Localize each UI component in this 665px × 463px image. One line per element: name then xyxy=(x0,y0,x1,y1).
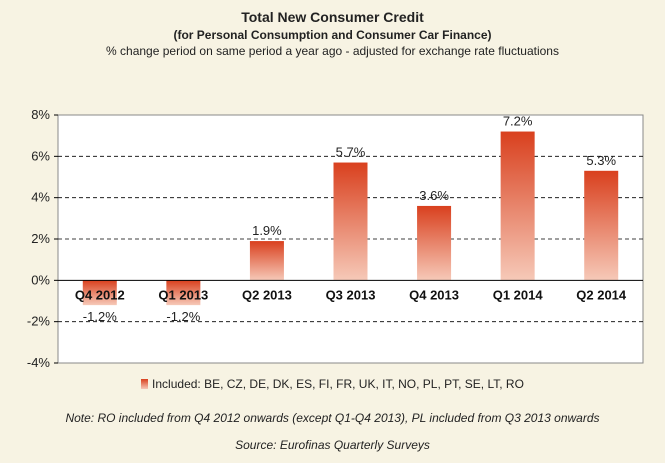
bar xyxy=(82,280,117,306)
y-tick-label: -2% xyxy=(27,314,51,329)
y-tick-label: 6% xyxy=(31,148,50,163)
data-label: 5.7% xyxy=(336,145,366,160)
y-tick-label: 4% xyxy=(31,190,50,205)
x-tick-label: Q2 2014 xyxy=(576,287,627,302)
y-tick-label: -4% xyxy=(27,355,51,370)
x-tick-label: Q4 2013 xyxy=(409,287,459,302)
y-tick-label: 0% xyxy=(31,272,50,287)
bar xyxy=(584,170,619,281)
data-label: 3.6% xyxy=(419,188,449,203)
x-tick-label: Q2 2013 xyxy=(242,287,292,302)
chart-source: Source: Eurofinas Quarterly Surveys xyxy=(235,438,430,452)
x-tick-label: Q1 2014 xyxy=(493,287,544,302)
data-label: -1.2% xyxy=(166,309,200,324)
legend-swatch xyxy=(141,379,149,389)
data-label: 7.2% xyxy=(503,114,533,129)
bar xyxy=(500,131,535,281)
x-tick-label: Q4 2012 xyxy=(75,287,125,302)
chart-title: Total New Consumer Credit xyxy=(241,9,424,25)
chart-note: Note: RO included from Q4 2012 onwards (… xyxy=(65,411,600,425)
bar xyxy=(249,241,284,281)
bar xyxy=(417,205,452,281)
y-tick-label: 8% xyxy=(31,107,50,122)
legend-label: Included: BE, CZ, DE, DK, ES, FI, FR, UK… xyxy=(152,377,524,391)
data-label: 5.3% xyxy=(586,153,616,168)
legend: Included: BE, CZ, DE, DK, ES, FI, FR, UK… xyxy=(0,377,665,391)
bar xyxy=(333,162,368,281)
chart-subtitle-2: % change period on same period a year ag… xyxy=(106,44,559,58)
x-tick-label: Q3 2013 xyxy=(326,287,376,302)
x-tick-label: Q1 2013 xyxy=(158,287,208,302)
y-tick-label: 2% xyxy=(31,231,50,246)
chart-subtitle: (for Personal Consumption and Consumer C… xyxy=(173,28,492,42)
bar xyxy=(166,280,201,306)
data-label: -1.2% xyxy=(83,309,117,324)
data-label: 1.9% xyxy=(252,223,282,238)
